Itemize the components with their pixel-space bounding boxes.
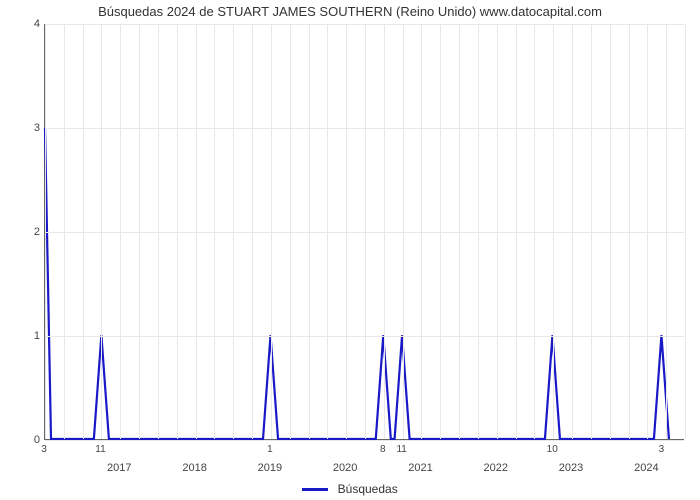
y-tick-label: 4 <box>4 18 40 30</box>
gridline-horizontal <box>45 440 684 441</box>
data-point-label: 8 <box>380 444 386 455</box>
plot-area <box>44 24 684 440</box>
data-point-label: 11 <box>396 444 406 455</box>
x-tick-label: 2022 <box>484 462 508 474</box>
y-tick-label: 0 <box>4 434 40 446</box>
chart-title: Búsquedas 2024 de STUART JAMES SOUTHERN … <box>0 4 700 19</box>
legend-label: Búsquedas <box>338 482 398 496</box>
data-point-label: 10 <box>547 444 558 455</box>
x-tick-label: 2018 <box>182 462 206 474</box>
legend: Búsquedas <box>0 481 700 496</box>
legend-swatch <box>302 488 328 491</box>
data-point-label: 1 <box>267 444 273 455</box>
y-tick-label: 2 <box>4 226 40 238</box>
x-tick-label: 2023 <box>559 462 583 474</box>
data-point-label: 11 <box>95 444 105 455</box>
gridline-horizontal <box>45 336 684 337</box>
x-tick-label: 2017 <box>107 462 131 474</box>
gridline-horizontal <box>45 232 684 233</box>
y-tick-label: 1 <box>4 330 40 342</box>
chart-container: Búsquedas 2024 de STUART JAMES SOUTHERN … <box>0 0 700 500</box>
gridline-horizontal <box>45 24 684 25</box>
x-tick-label: 2021 <box>408 462 432 474</box>
gridline-horizontal <box>45 128 684 129</box>
x-tick-label: 2019 <box>258 462 282 474</box>
x-tick-label: 2020 <box>333 462 357 474</box>
data-point-label: 3 <box>659 444 665 455</box>
y-tick-label: 3 <box>4 122 40 134</box>
x-tick-label: 2024 <box>634 462 658 474</box>
gridline-vertical <box>685 24 686 439</box>
data-point-label: 3 <box>41 444 47 455</box>
